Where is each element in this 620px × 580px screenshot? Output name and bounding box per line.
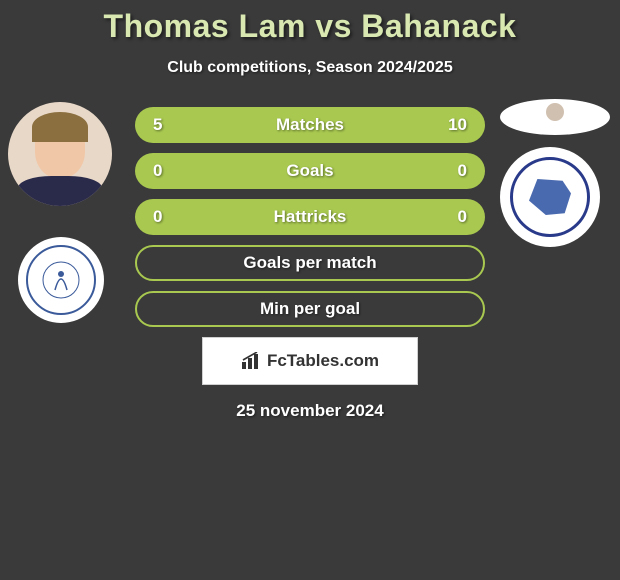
stat-left-value: 5 (153, 115, 162, 135)
stat-left-value: 0 (153, 161, 162, 181)
player-left-photo (8, 102, 112, 206)
player-left-club-badge (18, 237, 104, 323)
ethnikos-crest-icon (510, 157, 590, 237)
stat-label: Min per goal (137, 299, 483, 319)
player-right-club-badge (500, 147, 600, 247)
stat-label: Hattricks (135, 207, 485, 227)
stat-label: Goals per match (137, 253, 483, 273)
stat-row-hattricks: 0 Hattricks 0 (135, 199, 485, 235)
apollon-crest-icon (26, 245, 96, 315)
stat-row-min-per-goal: Min per goal (135, 291, 485, 327)
stat-left-value: 0 (153, 207, 162, 227)
stat-rows: 5 Matches 10 0 Goals 0 0 Hattricks 0 Goa… (135, 107, 485, 327)
stat-row-goals: 0 Goals 0 (135, 153, 485, 189)
stat-label: Matches (135, 115, 485, 135)
bars-icon (241, 352, 263, 370)
page-title: Thomas Lam vs Bahanack (0, 0, 620, 45)
comparison-panel: 5 Matches 10 0 Goals 0 0 Hattricks 0 Goa… (0, 107, 620, 327)
stat-right-value: 10 (448, 115, 467, 135)
stat-right-value: 0 (458, 161, 467, 181)
subtitle: Club competitions, Season 2024/2025 (0, 59, 620, 77)
stat-row-goals-per-match: Goals per match (135, 245, 485, 281)
brand-box[interactable]: FcTables.com (202, 337, 418, 385)
date-text: 25 november 2024 (0, 401, 620, 421)
stat-label: Goals (135, 161, 485, 181)
stat-row-matches: 5 Matches 10 (135, 107, 485, 143)
stat-right-value: 0 (458, 207, 467, 227)
player-right-photo (500, 99, 610, 135)
brand-text: FcTables.com (267, 351, 379, 371)
